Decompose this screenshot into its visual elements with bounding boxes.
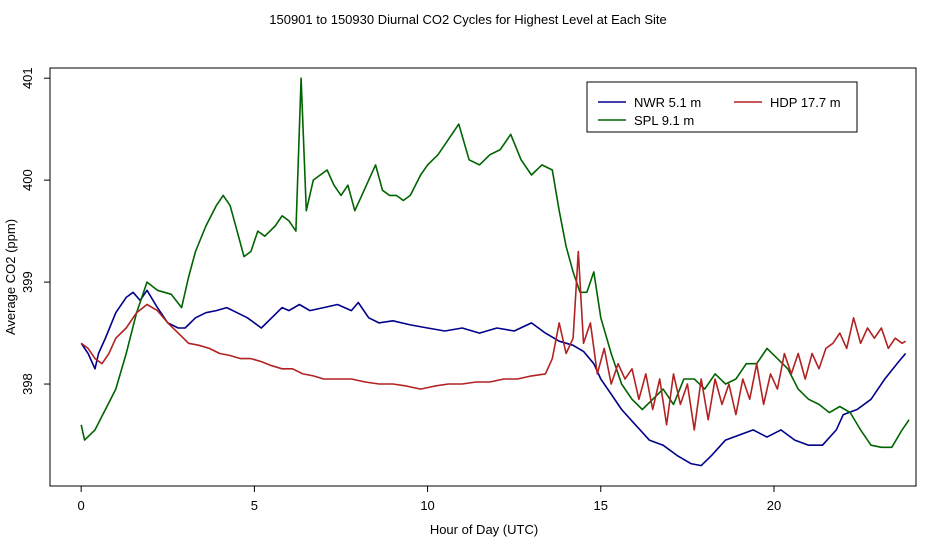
- series-line-spl: [80, 77, 910, 449]
- series-layer: [80, 77, 910, 467]
- x-tick-label: 0: [78, 498, 85, 513]
- legend-label-spl: SPL 9.1 m: [634, 113, 694, 128]
- y-axis: 398 399 400 401: [20, 67, 50, 395]
- series-line-hdp: [80, 250, 907, 431]
- x-axis-title: Hour of Day (UTC): [430, 522, 538, 537]
- y-axis-title: Average CO2 (ppm): [3, 219, 18, 335]
- x-axis: 0 5 10 15 20: [78, 486, 781, 513]
- legend-label-nwr: NWR 5.1 m: [634, 95, 701, 110]
- x-tick-label: 10: [420, 498, 434, 513]
- plot-frame: [49, 67, 917, 487]
- y-tick-label: 400: [20, 169, 35, 191]
- chart-title: 150901 to 150930 Diurnal CO2 Cycles for …: [269, 12, 666, 27]
- y-tick-label: 401: [20, 67, 35, 89]
- y-tick-label: 398: [20, 373, 35, 395]
- legend-label-hdp: HDP 17.7 m: [770, 95, 841, 110]
- x-tick-label: 20: [767, 498, 781, 513]
- legend-box: [586, 81, 858, 133]
- x-tick-label: 15: [594, 498, 608, 513]
- x-tick-label: 5: [251, 498, 258, 513]
- series-line-nwr: [80, 289, 907, 467]
- legend: NWR 5.1 m HDP 17.7 m SPL 9.1 m: [586, 81, 858, 133]
- y-tick-label: 399: [20, 271, 35, 293]
